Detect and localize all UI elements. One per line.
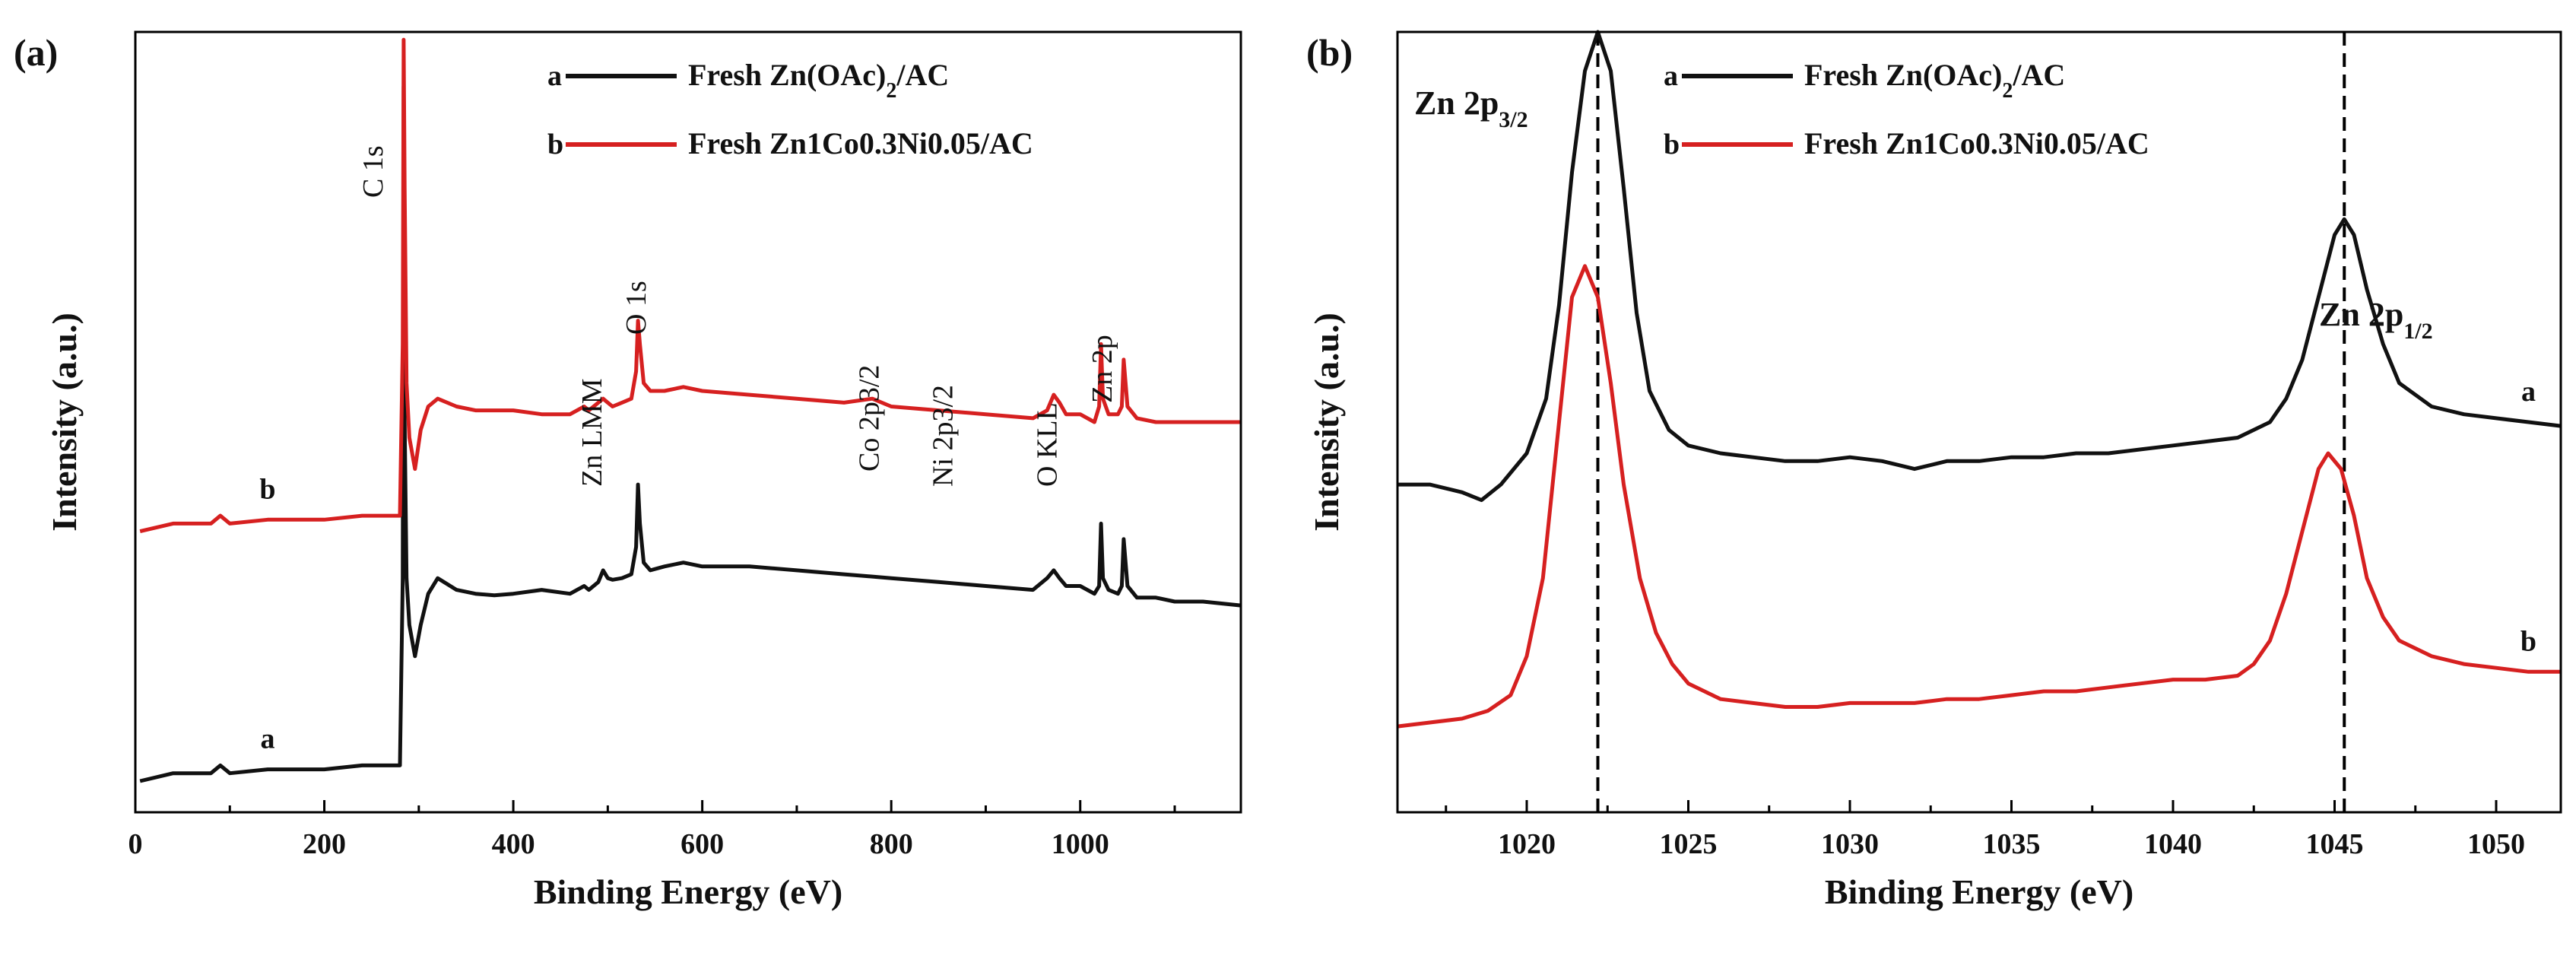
- panel-a-x-tick-label: 800: [870, 828, 913, 860]
- panel-b-peak-label-1: Zn 2p1/2: [2319, 296, 2433, 344]
- panel-a-peak-label-1: Zn LMM: [576, 379, 608, 488]
- panel-b-legend-key-b: b: [1664, 129, 1680, 160]
- panel-a-legend-key-a: a: [547, 60, 562, 92]
- panel-a-x-tick-label: 600: [680, 828, 724, 860]
- panel-b-x-tick-label: 1020: [1498, 828, 1556, 860]
- panel-a-peak-label-0: C 1s: [357, 145, 389, 198]
- panel-a-curve-tag-b: b: [259, 473, 275, 505]
- panel-a-curve-tag-a: a: [260, 723, 274, 755]
- panel-a-x-tick-label: 200: [303, 828, 346, 860]
- panel-a-legend-label-a: Fresh Zn(OAc)2/AC: [688, 58, 949, 103]
- panel-b-legend-label-a: Fresh Zn(OAc)2/AC: [1804, 58, 2065, 103]
- panel-a-series-b-line: [139, 37, 1241, 534]
- panel-b-curve-tag-b: b: [2520, 625, 2536, 657]
- panel-a-plot-frame: [134, 30, 1242, 814]
- panel-b-label: (b): [1306, 31, 1353, 74]
- panel-b-series-b-line: [1397, 264, 2561, 729]
- panel-a-peak-label-3: Co 2p3/2: [853, 365, 885, 472]
- panel-a-label: (a): [14, 31, 58, 74]
- panel-a-peak-label-5: O KLL: [1032, 402, 1064, 487]
- panel-a-peak-label-2: O 1s: [620, 281, 652, 335]
- panel-a-legend-label-b: Fresh Zn1Co0.3Ni0.05/AC: [688, 126, 1033, 160]
- panel-b-peak-label-0: Zn 2p3/2: [1414, 84, 1528, 132]
- panel-b-x-axis-title: Binding Energy (eV): [1825, 872, 2133, 911]
- panel-a-x-tick-label: 0: [128, 828, 143, 860]
- panel-b-x-tick-label: 1030: [1821, 828, 1879, 860]
- panel-a-legend-key-b: b: [547, 129, 563, 160]
- panel-a-x-tick-label: 400: [492, 828, 535, 860]
- panel-a-x-tick-label: 1000: [1052, 828, 1109, 860]
- panel-a-series-a-line: [139, 84, 1242, 783]
- panel-a-y-axis-title: Intensity (a.u.): [45, 313, 84, 532]
- panel-b-curve-tag-a: a: [2521, 376, 2536, 408]
- panel-b-y-axis-title: Intensity (a.u.): [1307, 313, 1346, 532]
- panel-b-x-tick-label: 1045: [2306, 828, 2364, 860]
- panel-b-legend-key-a: a: [1664, 60, 1678, 92]
- panel-a-peak-label-6: Zn 2p: [1087, 335, 1118, 403]
- panel-b-x-tick-label: 1025: [1660, 828, 1718, 860]
- panel-b-x-tick-label: 1050: [2467, 828, 2525, 860]
- panel-b-plot-frame: [1396, 30, 2562, 814]
- panel-b-x-tick-label: 1035: [1983, 828, 2041, 860]
- panel-b-series-a-line: [1397, 30, 2562, 503]
- panel-b-x-tick-label: 1040: [2144, 828, 2202, 860]
- panel-a-x-axis-title: Binding Energy (eV): [534, 872, 842, 911]
- panel-b-legend-label-b: Fresh Zn1Co0.3Ni0.05/AC: [1804, 126, 2149, 160]
- panel-a-peak-label-4: Ni 2p3/2: [928, 385, 960, 487]
